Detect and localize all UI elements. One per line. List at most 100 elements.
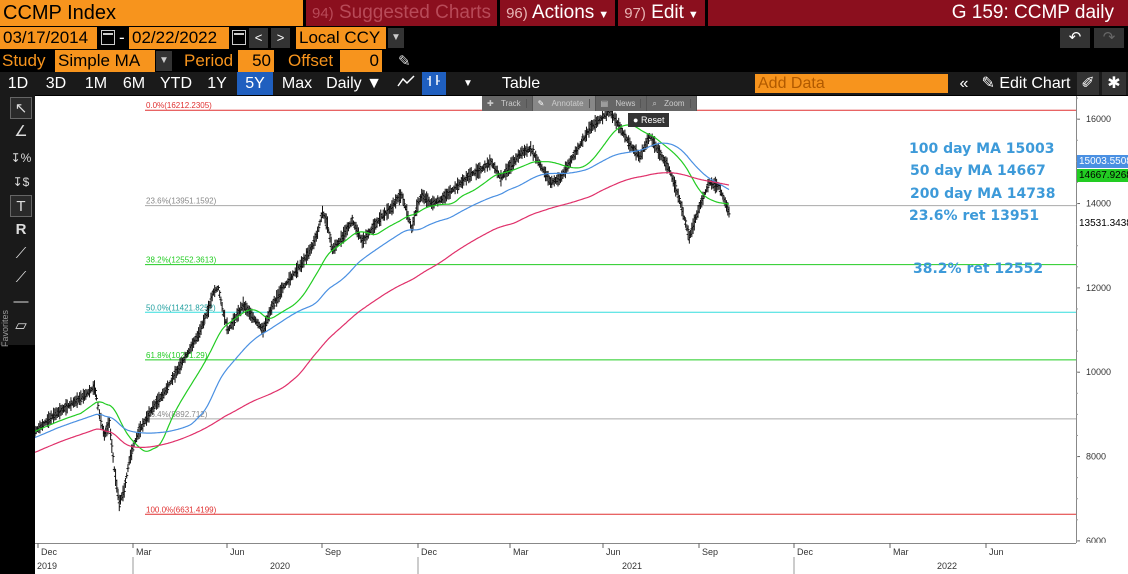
- annotation-ret236[interactable]: 23.6% ret 13951: [909, 208, 1040, 224]
- price-change-icon[interactable]: ↧$: [12, 175, 30, 189]
- suggested-charts-button[interactable]: 94) Suggested Charts: [306, 0, 498, 26]
- period-5y[interactable]: 5Y: [237, 72, 273, 95]
- track-label: Track: [495, 99, 527, 108]
- x-tick-label: Mar: [513, 547, 529, 557]
- draw-line-icon[interactable]: ∠: [14, 123, 28, 140]
- currency-select[interactable]: Local CCY: [296, 27, 386, 49]
- pencil-icon: ✎: [981, 75, 995, 92]
- track-mode-button[interactable]: ✚ Track: [482, 96, 533, 111]
- end-date-input[interactable]: 02/22/2022: [129, 27, 229, 49]
- favorites-label: Favorites: [0, 310, 10, 348]
- period-6m[interactable]: 6M: [122, 75, 146, 92]
- percent-change-icon[interactable]: ↧%: [10, 151, 32, 165]
- x-tick-label: Sep: [325, 547, 341, 557]
- range-dash: -: [119, 28, 125, 47]
- frequency-select[interactable]: Daily ▼: [322, 72, 386, 95]
- pointer-icon[interactable]: ↖: [10, 97, 32, 119]
- fib-level-label: 50.0%(11421.8252): [146, 303, 216, 312]
- reset-button[interactable]: ● Reset: [628, 113, 670, 127]
- news-label: News: [610, 99, 642, 108]
- y-tick-label: 12000: [1086, 283, 1111, 293]
- x-tick-label: Dec: [797, 547, 814, 557]
- fib-level-label: 100.0%(6631.4199): [146, 505, 217, 514]
- table-button[interactable]: Table: [501, 75, 541, 92]
- chart-type-dropdown[interactable]: ▼: [463, 78, 473, 89]
- period-toolbar: 1D 3D 1M 6M YTD 1Y 5Y Max Daily ▼ ▼ Tabl…: [0, 72, 1128, 95]
- calendar-icon[interactable]: [232, 30, 246, 45]
- zoom-label: Zoom: [659, 99, 691, 108]
- bar-chart-icon[interactable]: [422, 72, 446, 95]
- period-1m[interactable]: 1M: [84, 75, 108, 92]
- y-tick-label: 6000: [1086, 536, 1106, 543]
- actions-number: 96): [506, 5, 528, 22]
- top-bar: CCMP Index 94) Suggested Charts 96) Acti…: [0, 0, 1128, 26]
- annotation-ma50[interactable]: 50 day MA 14667: [910, 163, 1046, 179]
- ticker-field[interactable]: CCMP Index: [0, 0, 303, 26]
- x-tick-label: Jun: [230, 547, 245, 557]
- line-chart-icon[interactable]: [394, 72, 418, 95]
- calendar-icon[interactable]: [101, 30, 115, 45]
- chart-svg: 0.0%(16212.2305) 23.6%(13951.1592) 38.2%(1…: [33, 101, 1076, 515]
- annotate-mode-button[interactable]: ✎ Annotate: [532, 96, 596, 111]
- horizontal-line-icon[interactable]: —: [13, 293, 29, 310]
- next-range-button[interactable]: >: [271, 28, 290, 48]
- actions-menu[interactable]: 96) Actions ▼: [500, 0, 616, 26]
- chart-mode-toolbar: ✚ Track ✎ Annotate ▤ News ⌕ Zoom: [482, 96, 697, 111]
- x-year-label: 2022: [937, 561, 957, 571]
- draw-tools-icon[interactable]: ✐: [1077, 72, 1099, 95]
- edit-chart-button[interactable]: ✎ Edit Chart: [980, 72, 1072, 95]
- channel-icon[interactable]: ▱: [15, 317, 27, 334]
- price-chart[interactable]: 0.0%(16212.2305) 23.6%(13951.1592) 38.2%(1…: [33, 96, 1076, 543]
- study-select[interactable]: Simple MA: [55, 50, 155, 72]
- redo-icon[interactable]: ↷: [1094, 28, 1124, 48]
- add-data-input[interactable]: Add Data: [755, 74, 948, 93]
- period-input[interactable]: 50: [238, 50, 274, 72]
- chart-title: G 159: CCMP daily: [707, 0, 1128, 26]
- zoom-mode-button[interactable]: ⌕ Zoom: [647, 96, 697, 111]
- prev-range-button[interactable]: <: [249, 28, 268, 48]
- edit-chart-label: Edit Chart: [999, 75, 1071, 92]
- ray-line-icon[interactable]: ⟋: [15, 269, 27, 286]
- period-1d[interactable]: 1D: [7, 75, 29, 92]
- fib-level-label: 23.6%(13951.1592): [146, 197, 217, 206]
- suggested-charts-label: Suggested Charts: [338, 2, 492, 23]
- gear-icon[interactable]: ✱: [1102, 72, 1126, 95]
- axis-corner: [1076, 543, 1128, 574]
- offset-input[interactable]: 0: [340, 50, 382, 72]
- annotation-ma200[interactable]: 200 day MA 14738: [910, 186, 1056, 202]
- period-3d[interactable]: 3D: [45, 75, 67, 92]
- y-axis-svg: 6000 8000 10000 12000 14000 16000: [1076, 96, 1111, 546]
- retracement-icon[interactable]: R: [15, 221, 27, 238]
- annotation-ma100[interactable]: 100 day MA 15003: [909, 141, 1055, 157]
- chevron-down-icon[interactable]: ▼: [156, 51, 172, 71]
- ma-200-line: [34, 172, 730, 453]
- x-axis-svg: Dec Mar Jun Sep Dec Mar Jun Sep Dec Mar Jun 2019 202…: [35, 543, 1076, 574]
- drawing-tools-panel: ↖ ∠ ↧% ↧$ T R ⟋ ⟋ — ▱ Favorites: [0, 95, 35, 348]
- trend-line-icon[interactable]: ⟋: [15, 245, 27, 262]
- chevron-down-icon: ▼: [366, 75, 382, 92]
- text-tool-icon[interactable]: T: [10, 195, 32, 217]
- undo-icon[interactable]: ↶: [1060, 28, 1090, 48]
- last-value-tag: 15003.5508: [1077, 155, 1128, 169]
- x-year-label: 2020: [270, 561, 290, 571]
- x-tick-label: Mar: [893, 547, 909, 557]
- chevron-down-icon: ▼: [687, 9, 699, 21]
- start-date-input[interactable]: 03/17/2014: [0, 27, 97, 49]
- pencil-icon[interactable]: ✎: [398, 53, 411, 70]
- edit-menu[interactable]: 97) Edit ▼: [618, 0, 705, 26]
- news-mode-button[interactable]: ▤ News: [596, 96, 648, 111]
- fib-level-label: 61.8%(10291.29): [146, 351, 208, 360]
- annotation-ret382[interactable]: 38.2% ret 12552: [913, 261, 1044, 277]
- x-tick-label: Dec: [41, 547, 58, 557]
- period-ytd[interactable]: YTD: [160, 75, 192, 92]
- x-tick-label: Dec: [421, 547, 438, 557]
- collapse-icon[interactable]: «: [959, 75, 969, 92]
- x-tick-label: Jun: [606, 547, 621, 557]
- period-max[interactable]: Max: [281, 75, 313, 92]
- chevron-down-icon: ▼: [598, 9, 610, 21]
- edit-label: Edit: [651, 2, 684, 23]
- chevron-down-icon[interactable]: ▼: [388, 28, 404, 48]
- period-1y[interactable]: 1Y: [207, 75, 227, 92]
- fib-level-label: 38.2%(12552.3613): [146, 256, 217, 265]
- fib-level-label: 0.0%(16212.2305): [146, 101, 212, 110]
